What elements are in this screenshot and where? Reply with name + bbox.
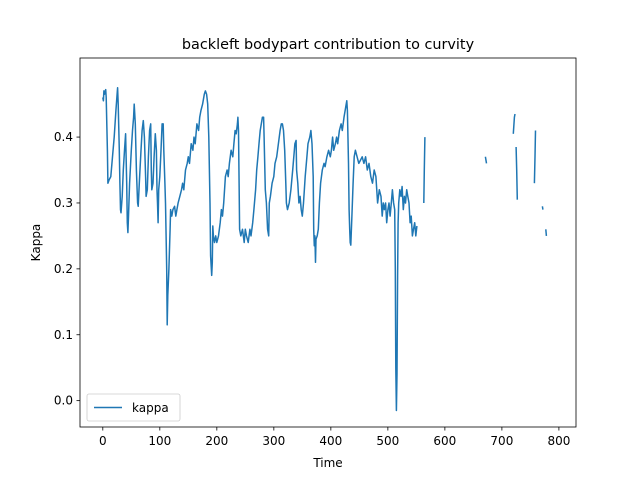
y-tick-label: 0.4 — [54, 130, 73, 144]
series-kappa-segment-6 — [541, 206, 544, 210]
legend: kappa — [86, 393, 181, 422]
y-axis-label: Kappa — [29, 224, 43, 262]
series-kappa-segment-7 — [545, 229, 548, 236]
legend-box — [86, 393, 181, 422]
x-tick-label: 800 — [547, 434, 570, 448]
x-tick-label: 200 — [205, 434, 228, 448]
series-kappa-segment-1 — [423, 137, 426, 204]
series-kappa-segment-5 — [533, 130, 537, 184]
y-tick-label: 0.3 — [54, 196, 73, 210]
x-tick-label: 400 — [319, 434, 342, 448]
y-tick-label: 0.0 — [54, 394, 73, 408]
x-tick-label: 500 — [376, 434, 399, 448]
x-tick-label: 300 — [262, 434, 285, 448]
x-axis-label: Time — [312, 456, 342, 470]
y-tick-label: 0.2 — [54, 262, 73, 276]
legend-label-kappa: kappa — [132, 401, 169, 415]
x-tick-label: 100 — [148, 434, 171, 448]
series-kappa-segment-2 — [484, 156, 488, 164]
y-tick-label: 0.1 — [54, 328, 73, 342]
plot-area-frame — [79, 57, 577, 428]
series-kappa-segment-0 — [102, 86, 418, 412]
plot-lines — [102, 86, 548, 412]
chart-title: backleft bodypart contribution to curvit… — [182, 37, 475, 53]
x-axis-ticks: 0 100 200 300 400 500 600 700 800 — [99, 427, 570, 448]
x-tick-label: 0 — [99, 434, 107, 448]
series-kappa-segment-4 — [515, 146, 519, 200]
x-tick-label: 700 — [490, 434, 513, 448]
series-kappa-segment-3 — [512, 113, 516, 134]
y-axis-ticks: 0.0 0.1 0.2 0.3 0.4 — [54, 130, 80, 408]
x-tick-label: 600 — [433, 434, 456, 448]
